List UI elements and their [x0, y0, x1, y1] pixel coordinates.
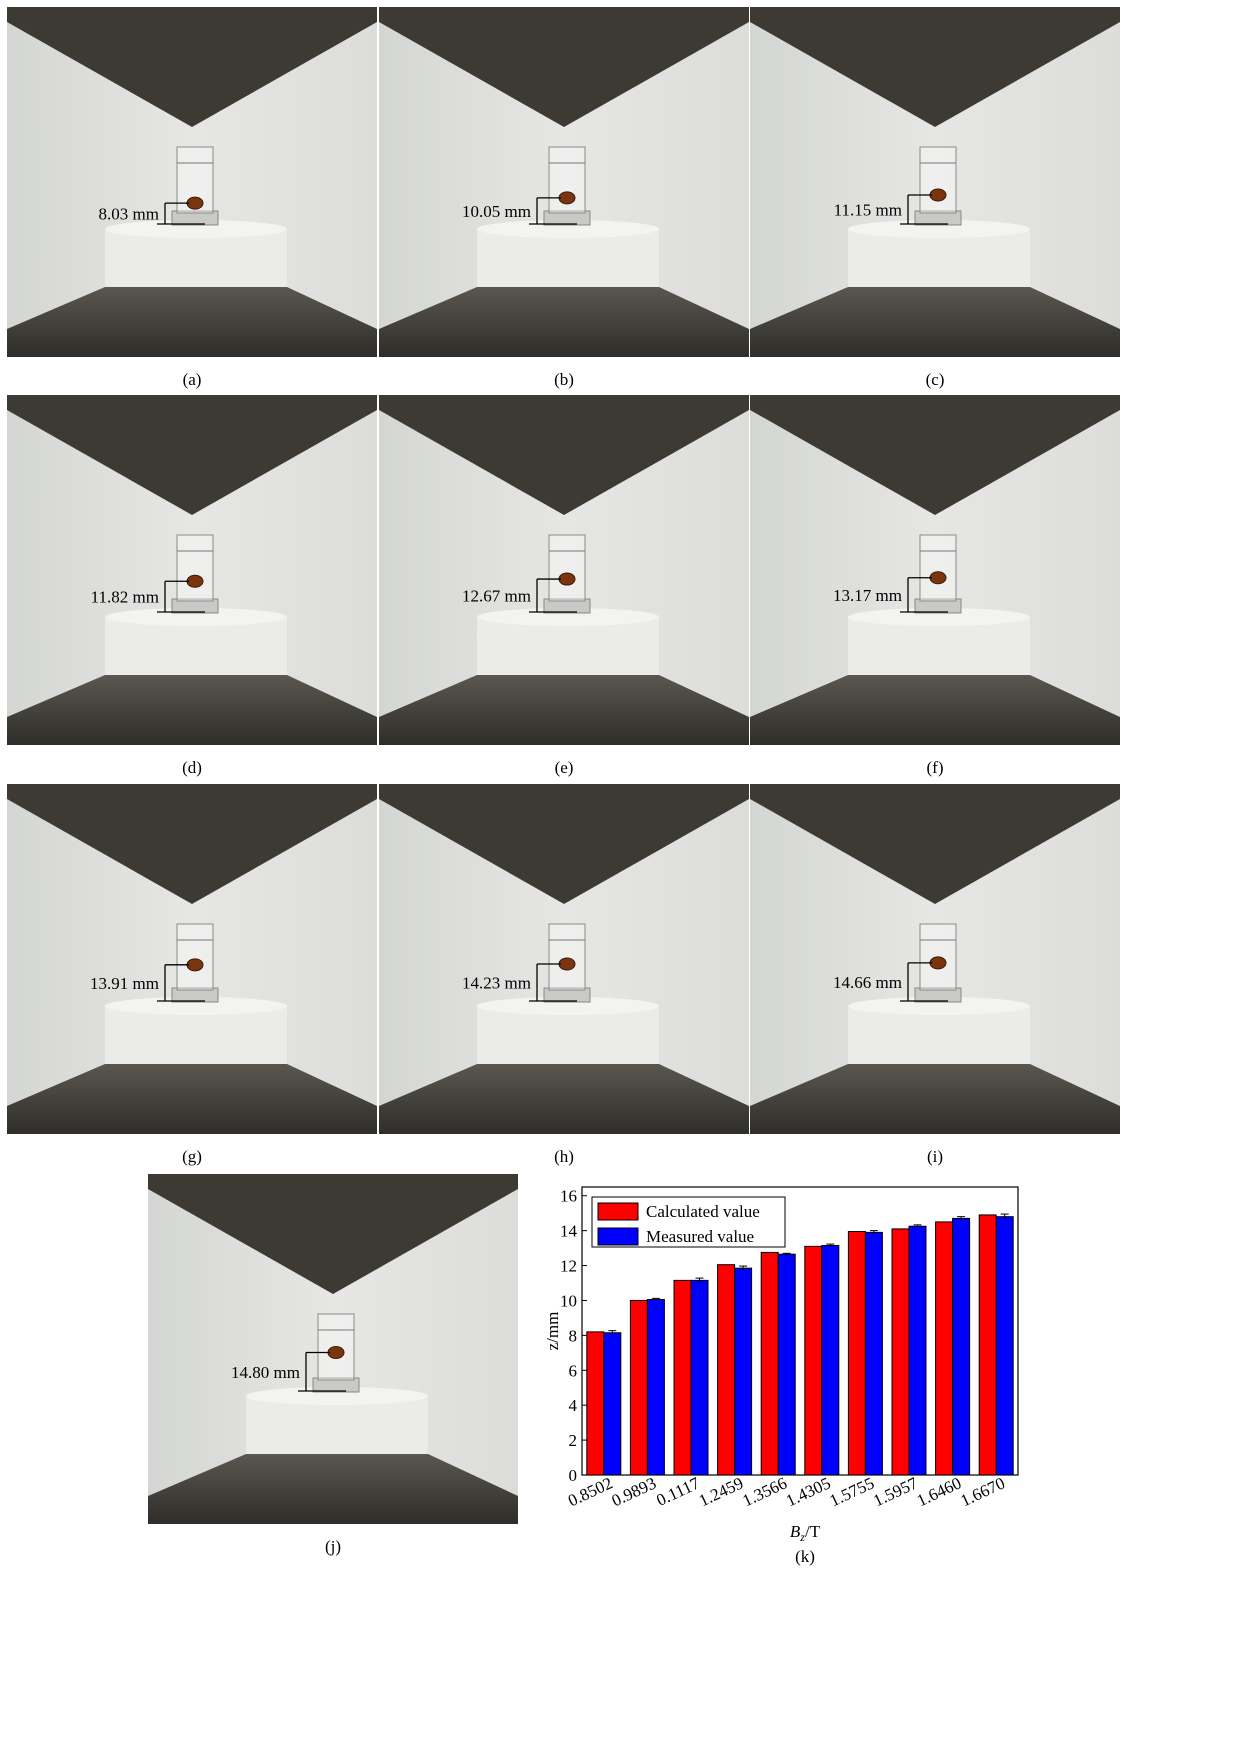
bar	[587, 1332, 604, 1475]
bar	[909, 1226, 926, 1475]
vial	[549, 535, 585, 601]
panel-label: (h)	[554, 1147, 574, 1166]
bar	[848, 1232, 865, 1475]
legend-label: Calculated value	[646, 1202, 760, 1221]
bar	[604, 1333, 621, 1475]
bar	[718, 1265, 735, 1475]
bar	[630, 1300, 647, 1475]
x-axis-label-unit: /T	[805, 1522, 821, 1541]
y-tick-label: 14	[560, 1222, 578, 1241]
vial	[920, 147, 956, 213]
y-tick-label: 0	[569, 1466, 578, 1485]
photo: 14.80 mm	[148, 1174, 518, 1524]
x-tick-label: 1.5957	[870, 1473, 921, 1510]
vial	[177, 924, 213, 990]
y-axis-label: z/mm	[543, 1312, 562, 1351]
panel-label: (j)	[325, 1537, 341, 1556]
x-tick-label: 1.2459	[696, 1473, 746, 1510]
y-tick-label: 8	[569, 1326, 578, 1345]
particle	[187, 959, 203, 971]
measurement-label: 14.80 mm	[231, 1363, 300, 1382]
x-tick-label: 0.1117	[653, 1473, 703, 1510]
measurement-label: 14.23 mm	[462, 974, 531, 993]
particle	[187, 197, 203, 209]
bar	[778, 1254, 795, 1475]
y-tick-label: 10	[560, 1291, 577, 1310]
particle	[559, 573, 575, 585]
measurement-label: 13.91 mm	[90, 974, 159, 993]
x-tick-label: 1.3566	[739, 1473, 789, 1510]
measurement-label: 14.66 mm	[833, 973, 902, 992]
particle	[328, 1347, 344, 1359]
x-tick-label: 1.4305	[783, 1473, 833, 1510]
particle	[559, 192, 575, 204]
bar	[761, 1252, 778, 1475]
measurement-label: 11.15 mm	[834, 201, 902, 220]
legend-swatch	[598, 1228, 638, 1245]
bar	[865, 1232, 882, 1475]
bar	[996, 1217, 1013, 1475]
measurement-label: 12.67 mm	[462, 587, 531, 606]
panel-label: (a)	[183, 370, 202, 389]
panel-label: (i)	[927, 1147, 943, 1166]
measurement-label: 11.82 mm	[91, 588, 159, 607]
photo: 14.23 mm	[379, 784, 749, 1134]
bar	[892, 1229, 909, 1475]
measurement-label: 13.17 mm	[833, 586, 902, 605]
bar	[647, 1300, 664, 1475]
legend-swatch	[598, 1203, 638, 1220]
photo: 11.82 mm	[7, 395, 377, 745]
measurement-label: 10.05 mm	[462, 202, 531, 221]
photo: 10.05 mm	[379, 7, 749, 357]
vial	[549, 924, 585, 990]
photo: 13.17 mm	[750, 395, 1120, 745]
photo: 12.67 mm	[379, 395, 749, 745]
vial	[920, 535, 956, 601]
panel-label: (e)	[555, 758, 574, 777]
legend-label: Measured value	[646, 1227, 754, 1246]
bar	[936, 1222, 953, 1475]
photo: 14.66 mm	[750, 784, 1120, 1134]
particle	[187, 575, 203, 587]
panel-label: (k)	[795, 1547, 815, 1566]
y-tick-label: 6	[569, 1361, 578, 1380]
x-tick-label: 1.5755	[827, 1473, 877, 1510]
panel-label: (c)	[926, 370, 945, 389]
x-axis-label-symbol: B	[790, 1522, 801, 1541]
panel-label: (g)	[182, 1147, 202, 1166]
panel-label: (b)	[554, 370, 574, 389]
bar	[979, 1215, 996, 1475]
x-tick-label: 1.6460	[914, 1473, 964, 1510]
figure: 8.03 mm (a) 10.05 mm (b) 11.15 mm (c) 11.82 mm…	[0, 0, 1256, 1758]
bar	[953, 1218, 970, 1475]
particle	[930, 572, 946, 584]
y-tick-label: 4	[569, 1396, 578, 1415]
bar	[735, 1268, 752, 1475]
x-tick-label: 0.9893	[609, 1473, 659, 1510]
particle	[930, 189, 946, 201]
panel-label: (f)	[927, 758, 944, 777]
vial	[177, 535, 213, 601]
measurement-label: 8.03 mm	[99, 205, 159, 224]
bar	[805, 1246, 822, 1475]
y-tick-label: 12	[560, 1257, 577, 1276]
panel-label: (d)	[182, 758, 202, 777]
x-tick-label: 1.6670	[957, 1473, 1007, 1510]
bar	[822, 1245, 839, 1475]
photo: 8.03 mm	[7, 7, 377, 357]
x-axis-label: Bz/T	[790, 1522, 821, 1544]
bar	[674, 1280, 691, 1475]
bar	[691, 1280, 708, 1475]
photo: 11.15 mm	[750, 7, 1120, 357]
particle	[559, 958, 575, 970]
particle	[930, 957, 946, 969]
y-tick-label: 2	[569, 1431, 578, 1450]
y-tick-label: 16	[560, 1187, 577, 1206]
photo: 13.91 mm	[7, 784, 377, 1134]
